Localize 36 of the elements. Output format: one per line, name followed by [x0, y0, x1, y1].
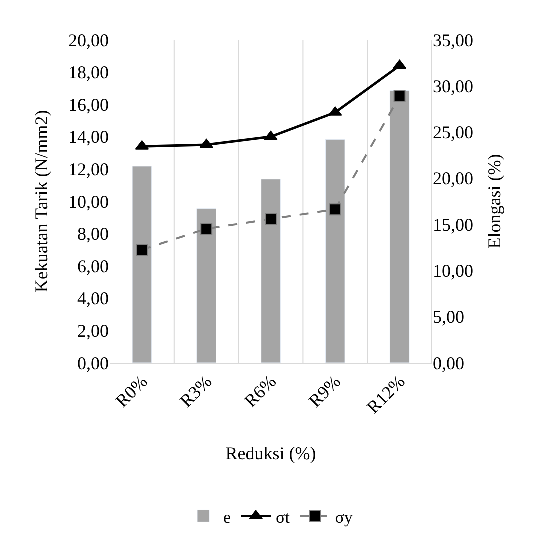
- y-tick-label: 16,00: [68, 94, 109, 115]
- y-tick-label: 6,00: [78, 256, 109, 276]
- bar: [390, 90, 410, 363]
- legend-label: e: [224, 508, 232, 527]
- bar: [196, 208, 217, 363]
- y2-tick-label: 20,00: [433, 168, 474, 189]
- y2-tick-label: 5,00: [433, 307, 464, 328]
- y2-tick-label: 15,00: [433, 214, 474, 235]
- point: [136, 244, 148, 256]
- y2-tick-label: 30,00: [433, 76, 474, 96]
- bar: [132, 166, 152, 363]
- legend-label: σt: [276, 508, 290, 527]
- y-tick-label: 12,00: [68, 160, 109, 180]
- bar: [261, 179, 281, 363]
- bar: [325, 139, 346, 363]
- y-tick-label: 18,00: [68, 62, 109, 83]
- y-axis-title: Kekuatan Tarik (N/mm2): [32, 110, 52, 293]
- y-tick-label: 0,00: [78, 353, 109, 374]
- point: [329, 204, 342, 216]
- y-tick-label: 4,00: [78, 288, 109, 309]
- y2-tick-label: 25,00: [433, 122, 474, 143]
- y-tick-label: 8,00: [78, 224, 109, 244]
- y-tick-label: 14,00: [68, 127, 109, 148]
- y-tick-label: 2,00: [78, 321, 109, 341]
- point: [265, 213, 277, 226]
- y-tick-label: 20,00: [68, 30, 109, 50]
- point: [200, 138, 214, 148]
- x-axis-title: Reduksi (%): [226, 444, 316, 464]
- y2-tick-label: 35,00: [433, 30, 474, 50]
- point: [200, 222, 213, 235]
- y2-tick-label: 0,00: [433, 353, 464, 374]
- y2-axis-title: Elongasi (%): [484, 154, 505, 249]
- point: [264, 130, 278, 140]
- legend-label: σy: [335, 508, 354, 527]
- y2-tick-label: 10,00: [433, 261, 474, 282]
- y-tick-label: 10,00: [68, 192, 109, 212]
